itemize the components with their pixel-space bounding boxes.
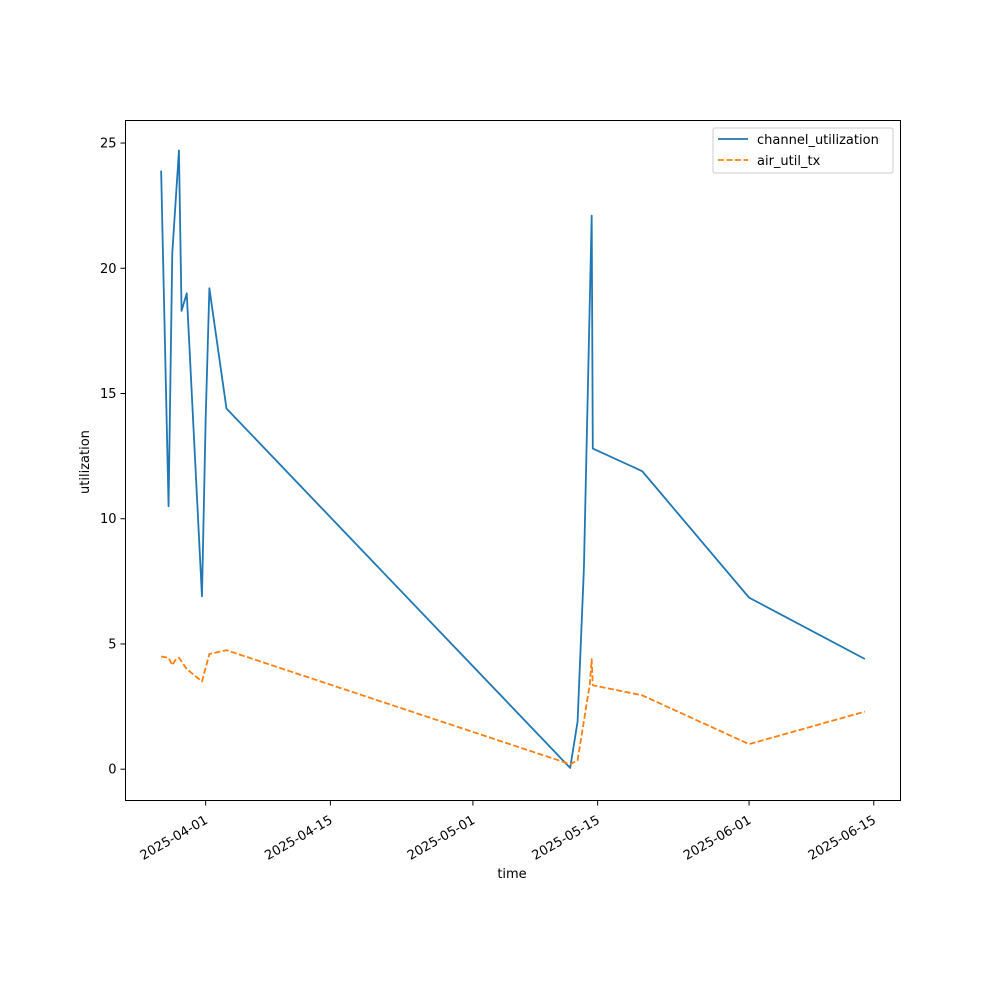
legend-box (712, 127, 894, 174)
x-tick-label: 2025-05-01 (405, 813, 478, 864)
plot-area (125, 120, 901, 801)
legend: channel_utilization air_util_tx (712, 127, 894, 174)
y-tick-label: 5 (108, 637, 116, 652)
plot-frame (125, 120, 901, 801)
x-axis: 2025-04-01 2025-04-15 2025-05-01 2025-05-15… (138, 800, 879, 864)
x-axis-title: time (497, 867, 526, 882)
x-tick-label: 2025-06-01 (681, 813, 754, 864)
x-tick-label: 2025-05-15 (530, 813, 603, 864)
y-tick-label: 0 (108, 763, 116, 778)
x-tick-label: 2025-04-01 (138, 813, 211, 864)
x-tick-label: 2025-06-15 (806, 813, 879, 864)
y-tick-label: 20 (100, 262, 117, 277)
legend-label-channel-utilization: channel_utilization (757, 133, 879, 148)
series-line-air-util-tx (160, 649, 866, 766)
y-axis-title: utilization (78, 430, 93, 494)
series-layer (160, 149, 866, 769)
series-line-channel-utilization (160, 149, 866, 769)
y-tick-label: 10 (100, 512, 117, 527)
legend-label-air-util-tx: air_util_tx (757, 154, 821, 169)
y-axis: 0 5 10 15 20 25 (100, 137, 126, 778)
y-tick-label: 15 (100, 387, 117, 402)
x-tick-label: 2025-04-15 (262, 813, 335, 864)
y-tick-label: 25 (100, 137, 117, 152)
